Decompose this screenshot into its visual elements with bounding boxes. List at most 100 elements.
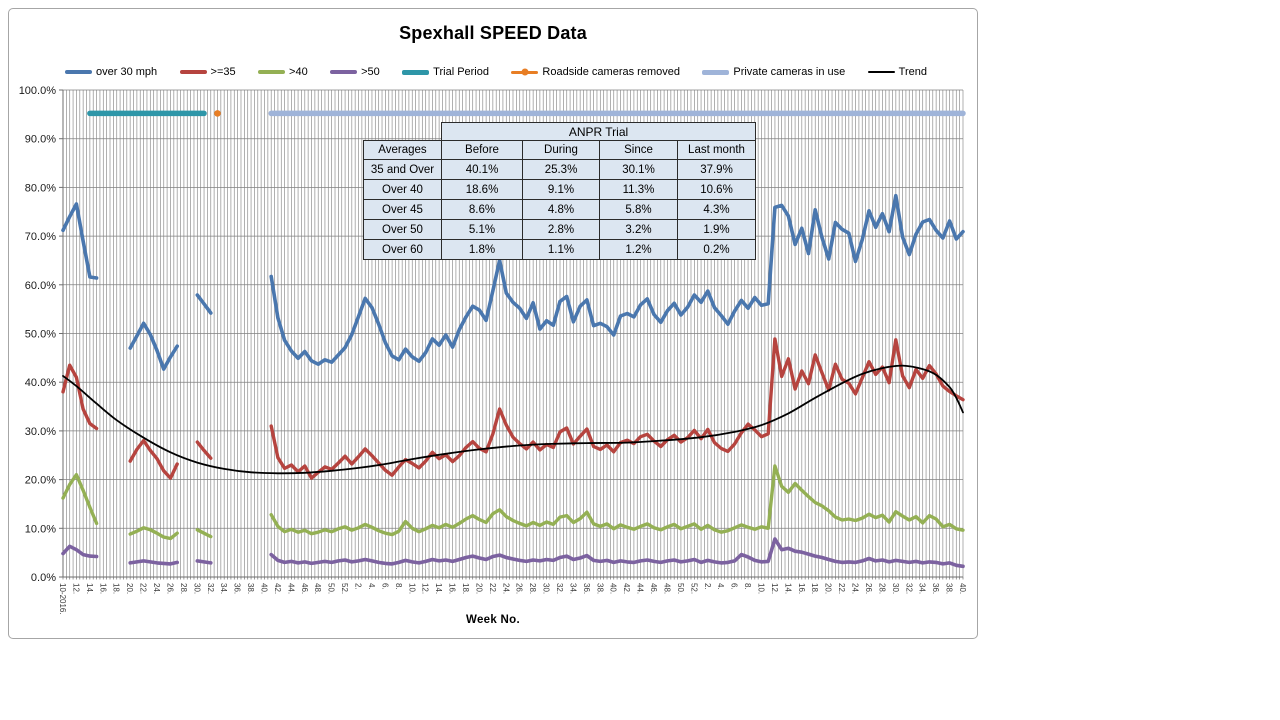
x-tick-label: 22.	[139, 583, 148, 594]
legend-key-trial-period-icon	[402, 69, 430, 75]
series-trend	[62, 364, 964, 475]
y-tick-label: 40.0%	[25, 377, 56, 389]
table-value-cell: 5.1%	[441, 219, 523, 240]
legend-key-35-icon	[179, 70, 207, 74]
x-tick-label: 8.	[394, 583, 403, 590]
x-tick-label: 48.	[313, 583, 322, 594]
legend-marker-dot-icon	[521, 68, 529, 76]
x-tick-label: 44.	[636, 583, 645, 594]
x-axis-tick-labels: 10-2016. 12. 14. 16. 18. 20. 22. 24. 26. 28. 30. 32…	[58, 583, 967, 615]
table-row-35-and-over: 35 and Over 40.1% 25.3% 30.1% 37.9%	[363, 159, 756, 180]
x-tick-label: 50.	[327, 583, 336, 594]
x-tick-label: 2.	[703, 583, 712, 590]
legend-key-50-icon	[330, 70, 358, 74]
x-tick-label: 38.	[945, 583, 954, 594]
x-tick-label: 32.	[555, 583, 564, 594]
x-tick-label: 22.	[837, 583, 846, 594]
x-tick-label: 20.	[474, 583, 483, 594]
table-value-cell: 1.8%	[441, 239, 523, 260]
x-tick-label: 46.	[649, 583, 658, 594]
x-tick-label: 30.	[542, 583, 551, 594]
x-tick-label: 38.	[595, 583, 604, 594]
y-tick-label: 10.0%	[25, 523, 56, 535]
table-header-averages: Averages	[363, 140, 442, 160]
x-tick-label: 14.	[783, 583, 792, 594]
x-tick-label: 16.	[98, 583, 107, 594]
legend-key-trend-icon	[867, 71, 895, 73]
table-value-cell: 9.1%	[522, 179, 600, 200]
x-tick-label: 16.	[797, 583, 806, 594]
legend-item-roadside-cameras-removed[interactable]: Roadside cameras removed	[511, 66, 680, 78]
x-tick-label: 40.	[958, 583, 967, 594]
series-40	[61, 464, 965, 541]
legend-item-over-30-mph[interactable]: over 30 mph	[65, 66, 157, 78]
x-tick-label: 44.	[286, 583, 295, 594]
x-tick-label: 14.	[85, 583, 94, 594]
x-tick-label: 6.	[730, 583, 739, 590]
legend-label: over 30 mph	[96, 66, 158, 78]
table-header-during: During	[522, 140, 600, 160]
legend-key-private-cameras-in-use-icon	[702, 69, 730, 75]
table-row-over-40: Over 40 18.6% 9.1% 11.3% 10.6%	[363, 179, 756, 200]
y-tick-label: 100.0%	[19, 85, 57, 97]
x-tick-label: 40.	[609, 583, 618, 594]
table-title: ANPR Trial	[441, 122, 756, 141]
table-value-cell: 25.3%	[522, 159, 600, 180]
series-over-30-mph	[61, 193, 965, 371]
legend-label: >40	[289, 66, 308, 78]
x-tick-label: 2.	[354, 583, 363, 590]
x-tick-label: 24.	[501, 583, 510, 594]
x-tick-label: 12.	[770, 583, 779, 594]
y-tick-label: 30.0%	[25, 426, 56, 438]
y-tick-label: 80.0%	[25, 182, 56, 194]
x-tick-label: 28.	[877, 583, 886, 594]
x-tick-label: 36.	[233, 583, 242, 594]
x-tick-label: 52.	[340, 583, 349, 594]
y-tick-label: 0.0%	[31, 572, 56, 584]
table-value-cell: 4.8%	[522, 199, 600, 220]
table-row-over-60: Over 60 1.8% 1.1% 1.2% 0.2%	[363, 239, 756, 260]
x-tick-label: 50.	[676, 583, 685, 594]
table-row-label: Over 60	[363, 239, 442, 260]
table-value-cell: 3.2%	[599, 219, 678, 240]
legend-item-trend[interactable]: Trend	[867, 66, 927, 78]
legend-item-50[interactable]: >50	[330, 66, 380, 78]
legend-label: Private cameras in use	[733, 66, 846, 78]
legend-item-40[interactable]: >40	[258, 66, 308, 78]
x-tick-label: 34.	[568, 583, 577, 594]
x-tick-label: 22.	[488, 583, 497, 594]
series-50	[61, 537, 965, 569]
table-header-last-month: Last month	[677, 140, 756, 160]
x-tick-label: 28.	[179, 583, 188, 594]
legend-label: >=35	[210, 66, 236, 78]
legend-label: Trial Period	[433, 66, 489, 78]
table-value-cell: 2.8%	[522, 219, 600, 240]
x-tick-label: 36.	[931, 583, 940, 594]
table-header-since: Since	[599, 140, 678, 160]
x-tick-label: 32.	[904, 583, 913, 594]
table-spacer-cell	[364, 123, 442, 141]
legend-key-roadside-cameras-removed-icon	[511, 68, 539, 76]
table-value-cell: 4.3%	[677, 199, 756, 220]
chart-legend[interactable]: over 30 mph >=35 >40 >50 Trial Period Roadsid…	[65, 63, 927, 81]
table-value-cell: 37.9%	[677, 159, 756, 180]
x-tick-label: 4.	[716, 583, 725, 590]
x-tick-label: 26.	[864, 583, 873, 594]
x-tick-label: 10.	[757, 583, 766, 594]
legend-item-35[interactable]: >=35	[179, 66, 236, 78]
table-value-cell: 1.2%	[599, 239, 678, 260]
series-roadside-cameras-removed-marker	[214, 110, 221, 117]
table-value-cell: 30.1%	[599, 159, 678, 180]
legend-item-private-cameras-in-use[interactable]: Private cameras in use	[702, 66, 845, 78]
legend-label: Roadside cameras removed	[542, 66, 680, 78]
x-tick-label: 46.	[300, 583, 309, 594]
x-tick-label: 28.	[528, 583, 537, 594]
legend-item-trial-period[interactable]: Trial Period	[402, 66, 489, 78]
x-tick-label: 4.	[367, 583, 376, 590]
x-tick-label: 18.	[810, 583, 819, 594]
y-tick-label: 70.0%	[25, 231, 56, 243]
x-axis-title: Week No.	[466, 614, 520, 626]
x-tick-label: 30.	[891, 583, 900, 594]
legend-label: Trend	[898, 66, 927, 78]
